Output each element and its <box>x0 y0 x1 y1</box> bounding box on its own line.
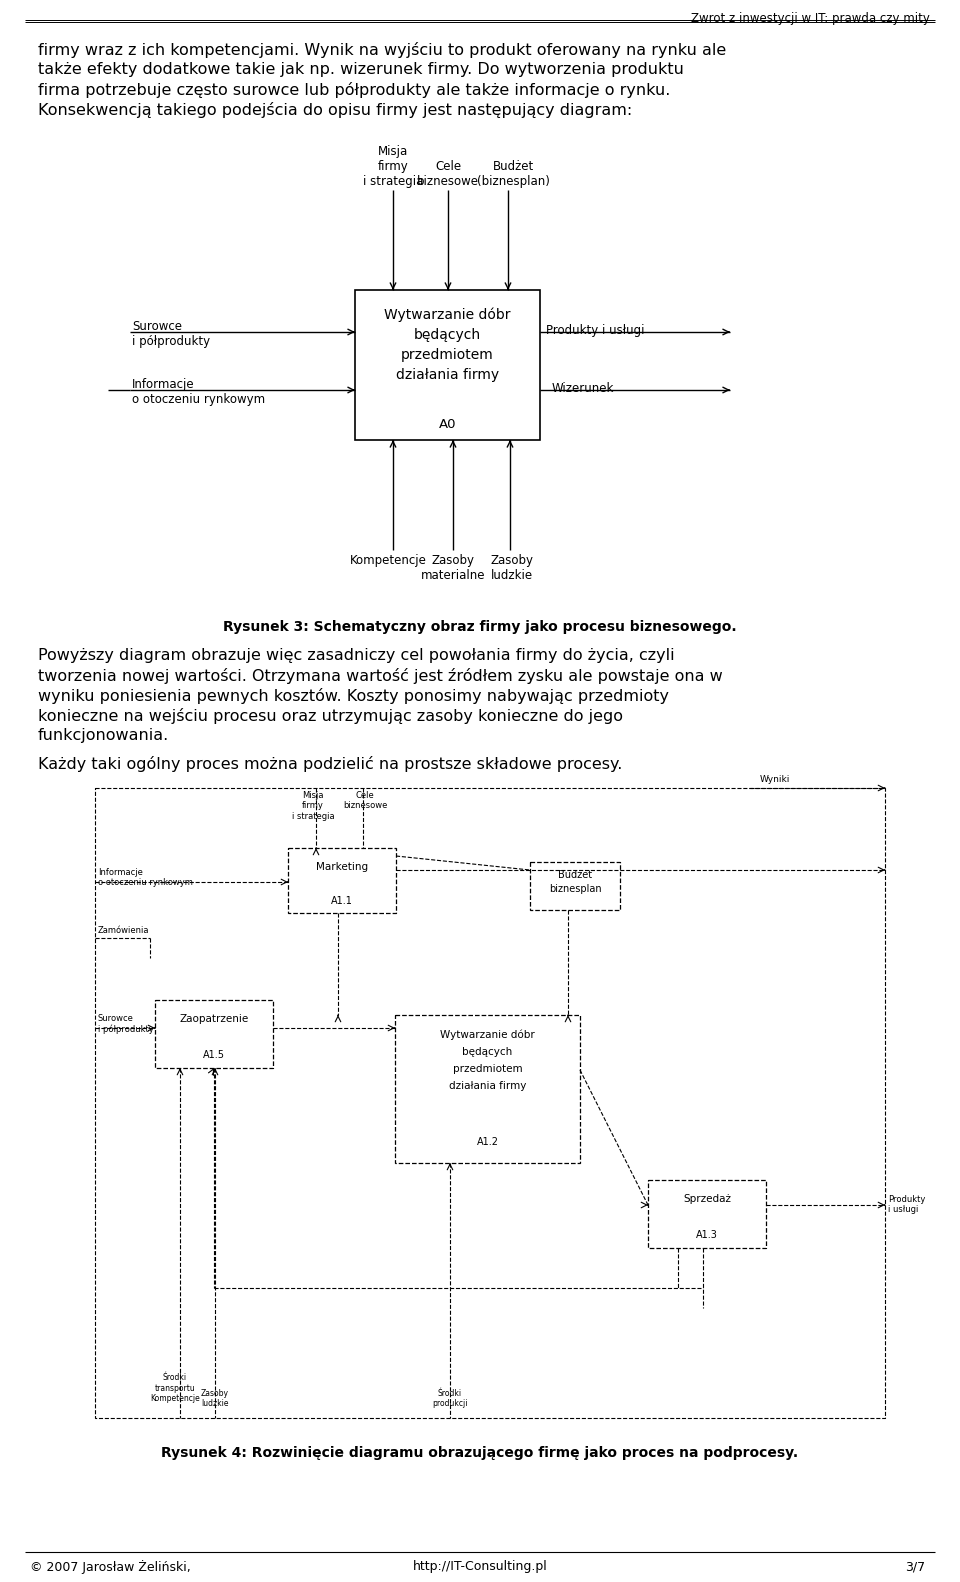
Text: Informacje
o otoczeniu rynkowym: Informacje o otoczeniu rynkowym <box>98 869 193 888</box>
Text: będących: będących <box>463 1047 513 1057</box>
Text: Środki
produkcji: Środki produkcji <box>432 1389 468 1408</box>
Text: A1.1: A1.1 <box>331 895 353 906</box>
Text: Wizerunek: Wizerunek <box>552 381 614 396</box>
Bar <box>395 1016 580 1163</box>
Text: Zaopatrzenie: Zaopatrzenie <box>180 1014 249 1024</box>
Text: przedmiotem: przedmiotem <box>453 1065 522 1074</box>
Text: Wytwarzanie dóbr: Wytwarzanie dóbr <box>440 1030 535 1041</box>
Text: Surowce
i półprodukty: Surowce i półprodukty <box>98 1014 154 1035</box>
Text: Zasoby
ludzkie: Zasoby ludzkie <box>491 554 534 582</box>
Text: biznesplan: biznesplan <box>549 884 601 894</box>
Text: Konsekwencją takiego podejścia do opisu firmy jest następujący diagram:: Konsekwencją takiego podejścia do opisu … <box>38 101 633 119</box>
Text: Zamówienia: Zamówienia <box>98 925 150 935</box>
Text: Misja
firmy
i strategia: Misja firmy i strategia <box>292 791 334 821</box>
Bar <box>95 788 885 1417</box>
Text: http://IT-Consulting.pl: http://IT-Consulting.pl <box>413 1560 547 1573</box>
Text: Produkty
i usługi: Produkty i usługi <box>888 1194 925 1215</box>
Text: wyniku poniesienia pewnych kosztów. Koszty ponosimy nabywając przedmioty: wyniku poniesienia pewnych kosztów. Kosz… <box>38 688 669 704</box>
Bar <box>355 290 540 440</box>
Text: Rysunek 4: Rozwinięcie diagramu obrazującego firmę jako proces na podprocesy.: Rysunek 4: Rozwinięcie diagramu obrazują… <box>161 1446 799 1460</box>
Text: działania firmy: działania firmy <box>396 369 499 381</box>
Bar <box>288 848 396 913</box>
Text: Powyższy diagram obrazuje więc zasadniczy cel powołania firmy do życia, czyli: Powyższy diagram obrazuje więc zasadnicz… <box>38 649 675 663</box>
Text: © 2007 Jarosław Żeliński,: © 2007 Jarosław Żeliński, <box>30 1560 191 1574</box>
Text: A1.5: A1.5 <box>203 1050 225 1060</box>
Text: Kompetencje: Kompetencje <box>349 554 426 566</box>
Text: A1.2: A1.2 <box>476 1137 498 1147</box>
Text: Budżet
(biznesplan): Budżet (biznesplan) <box>476 160 549 188</box>
Text: Misja
firmy
i strategia: Misja firmy i strategia <box>363 146 423 188</box>
Text: Środki
transportu
Kompetencje: Środki transportu Kompetencje <box>150 1373 200 1403</box>
Text: Produkty i usługi: Produkty i usługi <box>546 324 644 337</box>
Text: Wyniki: Wyniki <box>760 775 790 785</box>
Text: konieczne na wejściu procesu oraz utrzymując zasoby konieczne do jego: konieczne na wejściu procesu oraz utrzym… <box>38 709 623 725</box>
Text: 3/7: 3/7 <box>905 1560 925 1573</box>
Text: A1.3: A1.3 <box>696 1229 718 1240</box>
Text: tworzenia nowej wartości. Otrzymana wartość jest źródłem zysku ale powstaje ona : tworzenia nowej wartości. Otrzymana wart… <box>38 668 723 683</box>
Text: A0: A0 <box>439 418 456 430</box>
Text: Cele
biznesowe: Cele biznesowe <box>417 160 479 188</box>
Text: Sprzedaż: Sprzedaż <box>683 1194 731 1204</box>
Bar <box>648 1180 766 1248</box>
Text: będących: będących <box>414 327 481 342</box>
Text: Budżet: Budżet <box>558 870 592 880</box>
Text: Każdy taki ogólny proces można podzielić na prostsze składowe procesy.: Każdy taki ogólny proces można podzielić… <box>38 756 622 772</box>
Text: Rysunek 3: Schematyczny obraz firmy jako procesu biznesowego.: Rysunek 3: Schematyczny obraz firmy jako… <box>223 620 737 634</box>
Bar <box>530 862 620 910</box>
Text: Zasoby
ludzkie: Zasoby ludzkie <box>201 1389 229 1408</box>
Text: Wytwarzanie dóbr: Wytwarzanie dóbr <box>384 308 511 323</box>
Bar <box>155 1000 273 1068</box>
Text: Zasoby
materialne: Zasoby materialne <box>420 554 485 582</box>
Text: przedmiotem: przedmiotem <box>401 348 493 362</box>
Text: Surowce
i półprodukty: Surowce i półprodukty <box>132 320 210 348</box>
Text: Cele
biznesowe: Cele biznesowe <box>343 791 387 810</box>
Text: działania firmy: działania firmy <box>449 1081 526 1092</box>
Text: funkcjonowania.: funkcjonowania. <box>38 728 169 744</box>
Text: firmy wraz z ich kompetencjami. Wynik na wyjściu to produkt oferowany na rynku a: firmy wraz z ich kompetencjami. Wynik na… <box>38 43 727 59</box>
Text: firma potrzebuje często surowce lub półprodukty ale także informacje o rynku.: firma potrzebuje często surowce lub półp… <box>38 82 670 98</box>
Text: Informacje
o otoczeniu rynkowym: Informacje o otoczeniu rynkowym <box>132 378 265 407</box>
Text: Marketing: Marketing <box>316 862 368 872</box>
Text: także efekty dodatkowe takie jak np. wizerunek firmy. Do wytworzenia produktu: także efekty dodatkowe takie jak np. wiz… <box>38 62 684 78</box>
Text: Zwrot z inwestycji w IT: prawda czy mity: Zwrot z inwestycji w IT: prawda czy mity <box>691 13 930 25</box>
